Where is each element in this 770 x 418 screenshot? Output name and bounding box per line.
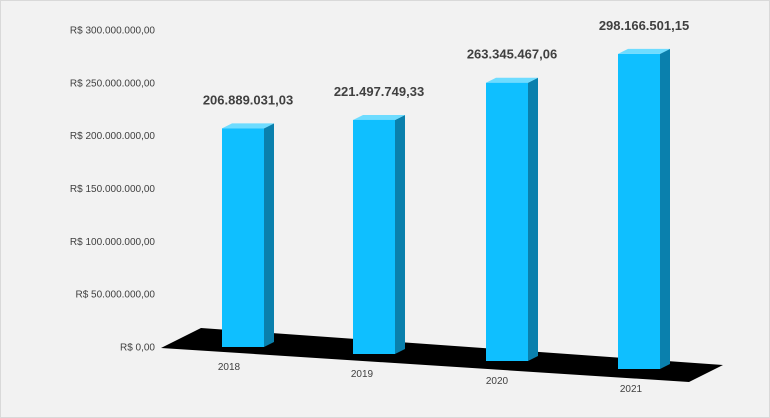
y-tick-label: R$ 100.000.000,00 — [70, 237, 156, 248]
bar-side — [528, 77, 538, 361]
bar-top — [222, 123, 274, 129]
bar-2018 — [222, 123, 274, 347]
bar-front — [618, 53, 660, 369]
x-tick-label: 2021 — [620, 384, 643, 395]
y-tick-label: R$ 150.000.000,00 — [70, 184, 156, 195]
data-label: 206.889.031,03 — [203, 92, 293, 107]
x-tick-label: 2020 — [486, 376, 509, 387]
bar-2019 — [353, 114, 405, 354]
bar-side — [660, 48, 670, 369]
bar-top — [353, 114, 405, 120]
x-tick-label: 2019 — [351, 369, 374, 380]
y-tick-label: R$ 250.000.000,00 — [70, 78, 156, 89]
data-label: 221.497.749,33 — [334, 84, 424, 99]
data-label: 298.166.501,15 — [599, 18, 689, 33]
y-tick-label: R$ 200.000.000,00 — [70, 131, 156, 142]
x-tick-label: 2018 — [218, 362, 241, 373]
bar-2021 — [618, 48, 670, 369]
data-label: 263.345.467,06 — [467, 47, 557, 62]
chart-floor — [161, 328, 723, 382]
y-tick-label: R$ 50.000.000,00 — [75, 290, 155, 301]
y-tick-label: R$ 0,00 — [120, 343, 155, 354]
bar-side — [264, 123, 274, 347]
bar-side — [395, 114, 405, 354]
bar-top — [486, 77, 538, 83]
bar-2020 — [486, 77, 538, 361]
bar-front — [486, 82, 528, 361]
bar-top — [618, 48, 670, 54]
bar-front — [222, 128, 264, 347]
y-tick-label: R$ 300.000.000,00 — [70, 26, 156, 37]
bar-front — [353, 119, 395, 354]
